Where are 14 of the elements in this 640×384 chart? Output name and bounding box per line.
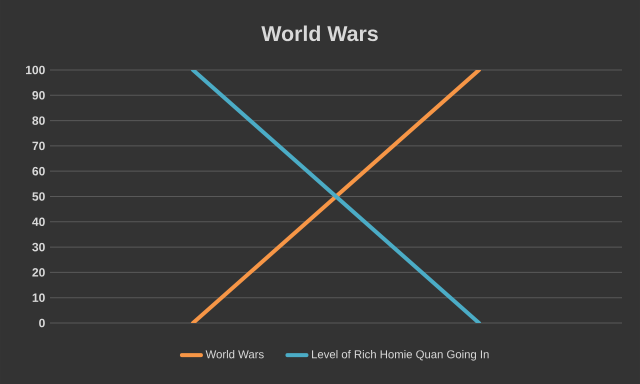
- chart-title: World Wars: [261, 25, 378, 42]
- y-tick-label: 90: [32, 91, 45, 100]
- y-tick-label: 60: [32, 166, 45, 176]
- y-tick-label: 30: [32, 242, 45, 252]
- y-tick-label: 50: [32, 192, 45, 201]
- y-tick-label: 10: [32, 293, 45, 302]
- legend-label: Level of Rich Homie Quan Going In: [312, 350, 489, 361]
- y-tick-label: 0: [39, 318, 45, 328]
- y-tick-label: 40: [32, 218, 45, 226]
- legend-label: World Wars: [206, 350, 264, 358]
- y-tick-label: 80: [32, 116, 45, 125]
- y-tick-label: 20: [32, 268, 45, 277]
- y-tick-label: 70: [32, 142, 45, 150]
- y-tick-label: 100: [26, 66, 45, 74]
